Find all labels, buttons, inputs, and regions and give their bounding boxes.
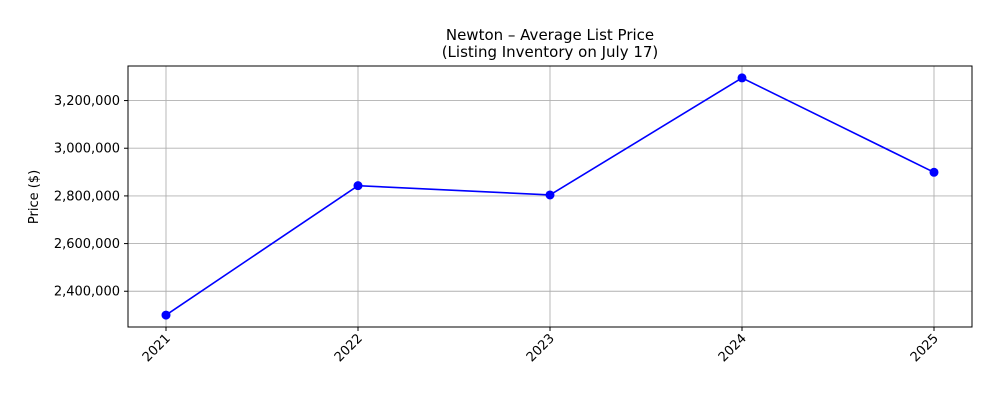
chart-subtitle: (Listing Inventory on July 17) — [442, 43, 659, 61]
tick-layer: 2021 2022 2023 2024 2025 2,400,000 2,600,000 2,… — [54, 94, 942, 365]
x-tick-label: 2025 — [908, 331, 942, 365]
y-tick-label: 3,000,000 — [54, 142, 120, 157]
x-tick-label: 2023 — [524, 331, 558, 365]
data-point-2023 — [545, 190, 555, 200]
series-layer — [161, 73, 939, 320]
data-point-2025 — [929, 167, 939, 177]
plot-frame — [127, 65, 973, 328]
x-tick-label: 2021 — [140, 331, 174, 365]
y-tick-label: 2,400,000 — [54, 285, 120, 300]
chart-title: Newton – Average List Price — [446, 26, 654, 44]
x-tick-label: 2022 — [332, 331, 366, 365]
y-tick-label: 3,200,000 — [54, 94, 120, 109]
y-axis-label: Price ($) — [27, 170, 42, 224]
y-tick-label: 2,600,000 — [54, 237, 120, 252]
y-tick-label: 2,800,000 — [54, 189, 120, 204]
data-point-2024 — [737, 73, 747, 83]
x-tick-label: 2024 — [716, 331, 750, 365]
data-point-2022 — [353, 181, 363, 191]
data-point-2021 — [161, 310, 171, 320]
grid-layer — [128, 66, 972, 327]
